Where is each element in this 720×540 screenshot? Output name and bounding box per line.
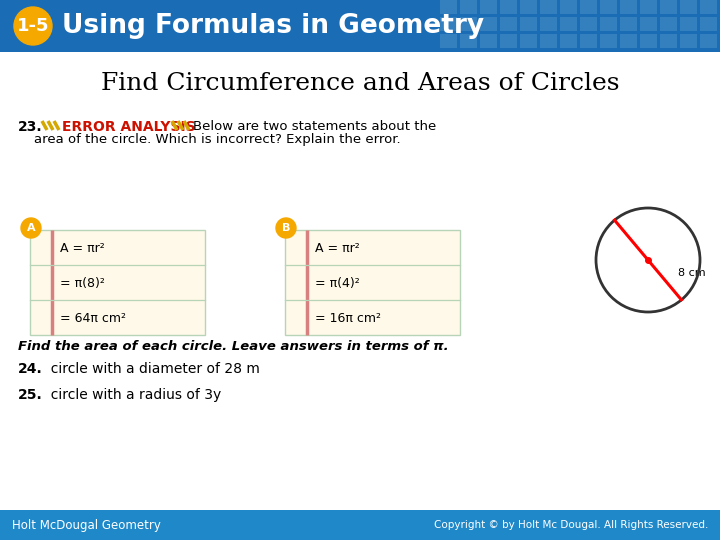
Bar bbox=[460, 0, 477, 14]
Text: area of the circle. Which is incorrect? Explain the error.: area of the circle. Which is incorrect? … bbox=[34, 133, 400, 146]
Bar bbox=[600, 17, 617, 31]
Text: = π(4)²: = π(4)² bbox=[315, 276, 360, 289]
Bar bbox=[540, 17, 557, 31]
Text: Holt McDougal Geometry: Holt McDougal Geometry bbox=[12, 518, 161, 531]
Bar bbox=[0, 510, 720, 540]
Bar bbox=[560, 17, 577, 31]
Bar bbox=[560, 34, 577, 48]
Text: Copyright © by Holt Mc Dougal. All Rights Reserved.: Copyright © by Holt Mc Dougal. All Right… bbox=[433, 520, 708, 530]
Bar bbox=[480, 17, 497, 31]
Text: Find the area of each circle. Leave answers in terms of π.: Find the area of each circle. Leave answ… bbox=[18, 340, 449, 353]
Bar bbox=[520, 34, 537, 48]
Bar bbox=[660, 34, 677, 48]
Bar bbox=[560, 0, 577, 14]
Bar bbox=[700, 17, 717, 31]
Bar bbox=[640, 34, 657, 48]
Bar bbox=[480, 34, 497, 48]
Text: 1-5: 1-5 bbox=[17, 17, 49, 35]
Text: ERROR ANALYSIS: ERROR ANALYSIS bbox=[62, 120, 196, 134]
Bar bbox=[440, 0, 457, 14]
Bar bbox=[520, 17, 537, 31]
Bar bbox=[660, 17, 677, 31]
Bar bbox=[460, 34, 477, 48]
Bar bbox=[285, 230, 460, 335]
Bar bbox=[620, 17, 637, 31]
Bar bbox=[680, 17, 697, 31]
Circle shape bbox=[21, 218, 41, 238]
Bar bbox=[500, 17, 517, 31]
Bar bbox=[580, 0, 597, 14]
Circle shape bbox=[276, 218, 296, 238]
Bar bbox=[500, 0, 517, 14]
Bar bbox=[640, 17, 657, 31]
Bar bbox=[540, 34, 557, 48]
Bar bbox=[680, 0, 697, 14]
Text: A: A bbox=[27, 223, 35, 233]
Text: 23.: 23. bbox=[18, 120, 42, 134]
Bar bbox=[700, 0, 717, 14]
Bar bbox=[620, 34, 637, 48]
Bar bbox=[580, 34, 597, 48]
Circle shape bbox=[14, 7, 52, 45]
Bar bbox=[680, 34, 697, 48]
Text: Below are two statements about the: Below are two statements about the bbox=[193, 120, 436, 133]
Bar bbox=[660, 0, 677, 14]
Text: Using Formulas in Geometry: Using Formulas in Geometry bbox=[62, 13, 484, 39]
Bar bbox=[520, 0, 537, 14]
Text: = π(8)²: = π(8)² bbox=[60, 276, 105, 289]
Bar bbox=[440, 17, 457, 31]
Bar bbox=[540, 0, 557, 14]
Text: B: B bbox=[282, 223, 290, 233]
Bar bbox=[620, 0, 637, 14]
Bar bbox=[0, 52, 720, 510]
Bar bbox=[460, 17, 477, 31]
Bar bbox=[600, 0, 617, 14]
Text: = 16π cm²: = 16π cm² bbox=[315, 312, 381, 325]
Bar bbox=[580, 17, 597, 31]
Bar bbox=[640, 0, 657, 14]
Text: A = πr²: A = πr² bbox=[315, 241, 360, 254]
Bar bbox=[440, 34, 457, 48]
Text: A = πr²: A = πr² bbox=[60, 241, 104, 254]
Bar bbox=[500, 34, 517, 48]
Bar bbox=[30, 230, 205, 335]
Text: circle with a diameter of 28 m: circle with a diameter of 28 m bbox=[42, 362, 260, 376]
Text: Find Circumference and Areas of Circles: Find Circumference and Areas of Circles bbox=[101, 71, 619, 94]
Text: circle with a radius of 3y: circle with a radius of 3y bbox=[42, 388, 221, 402]
Text: 25.: 25. bbox=[18, 388, 42, 402]
Text: 24.: 24. bbox=[18, 362, 42, 376]
Bar bbox=[600, 34, 617, 48]
Bar bbox=[480, 0, 497, 14]
Bar bbox=[0, 0, 720, 52]
Text: = 64π cm²: = 64π cm² bbox=[60, 312, 126, 325]
Bar bbox=[700, 34, 717, 48]
Text: 8 cm: 8 cm bbox=[678, 268, 706, 278]
